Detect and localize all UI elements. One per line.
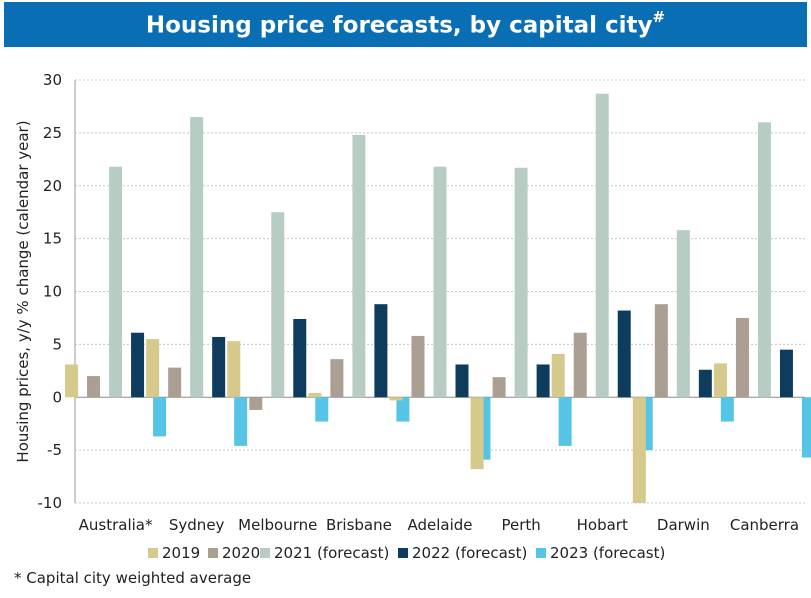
bar — [801, 397, 811, 458]
bar — [146, 339, 160, 398]
bar — [249, 397, 263, 410]
bar — [713, 363, 727, 398]
y-tick-label: 0 — [52, 388, 62, 406]
bar — [492, 377, 506, 398]
bar — [212, 336, 226, 398]
bar — [558, 397, 572, 446]
x-tick-label: Adelaide — [407, 516, 472, 534]
footnote: * Capital city weighted average — [14, 569, 252, 587]
legend-label: 2021 (forecast) — [274, 544, 389, 562]
bar — [720, 397, 734, 422]
bar — [352, 134, 366, 398]
x-tick-label: Darwin — [657, 516, 710, 534]
legend-label: 2019 — [162, 544, 200, 562]
bar — [676, 230, 690, 398]
chart-title-banner: Housing price forecasts, by capital city… — [4, 2, 807, 47]
bar — [433, 166, 447, 398]
title-footnote-mark: # — [652, 8, 666, 27]
chart-title: Housing price forecasts, by capital city… — [145, 8, 666, 39]
y-tick-label: 5 — [52, 335, 62, 353]
y-tick-label: 10 — [43, 283, 62, 301]
legend-swatch — [260, 548, 270, 558]
bar — [389, 397, 403, 401]
x-tick-label: Perth — [501, 516, 540, 534]
bar — [551, 353, 565, 398]
y-axis-title: Housing prices, y/y % change (calendar y… — [14, 120, 32, 462]
bar — [654, 304, 668, 398]
bar — [271, 212, 285, 398]
legend-swatch — [148, 548, 158, 558]
bar — [87, 376, 101, 398]
y-tick-label: -10 — [38, 494, 63, 512]
y-tick-label: 20 — [43, 177, 62, 195]
legend-swatch — [208, 548, 218, 558]
y-tick-label: 15 — [43, 230, 62, 248]
bar — [470, 397, 484, 470]
bar — [65, 364, 79, 398]
y-tick-label: 30 — [43, 71, 62, 89]
legend-label: 2020 — [222, 544, 260, 562]
legend-label: 2023 (forecast) — [550, 544, 665, 562]
bar — [396, 397, 410, 422]
bar — [595, 93, 609, 398]
bar — [573, 332, 587, 398]
bar — [168, 367, 182, 398]
x-tick-label: Sydney — [169, 516, 225, 534]
bar — [757, 122, 771, 398]
y-tick-label: 25 — [43, 124, 62, 142]
bar — [131, 332, 145, 398]
x-tick-label: Australia* — [79, 516, 153, 534]
bar — [109, 166, 123, 398]
x-tick-label: Melbourne — [238, 516, 317, 534]
bar — [330, 359, 344, 398]
x-tick-label: Brisbane — [326, 516, 392, 534]
bar — [315, 397, 329, 422]
legend-swatch — [398, 548, 408, 558]
bar — [293, 318, 307, 398]
bar — [374, 304, 388, 398]
bar — [455, 364, 469, 398]
bar — [617, 310, 631, 398]
legend-label: 2022 (forecast) — [412, 544, 527, 562]
x-tick-label: Hobart — [577, 516, 628, 534]
bar — [227, 341, 241, 398]
bar — [190, 117, 204, 398]
bar — [698, 369, 712, 398]
bar — [514, 167, 528, 398]
bar — [234, 397, 248, 446]
bar — [632, 397, 646, 503]
y-tick-label: -5 — [47, 441, 62, 459]
bar — [308, 393, 322, 398]
bar — [411, 335, 425, 398]
x-tick-label: Canberra — [730, 516, 799, 534]
bar — [536, 364, 550, 398]
bar — [153, 397, 167, 437]
bar — [735, 317, 749, 398]
legend-swatch — [536, 548, 546, 558]
bar — [779, 349, 793, 398]
